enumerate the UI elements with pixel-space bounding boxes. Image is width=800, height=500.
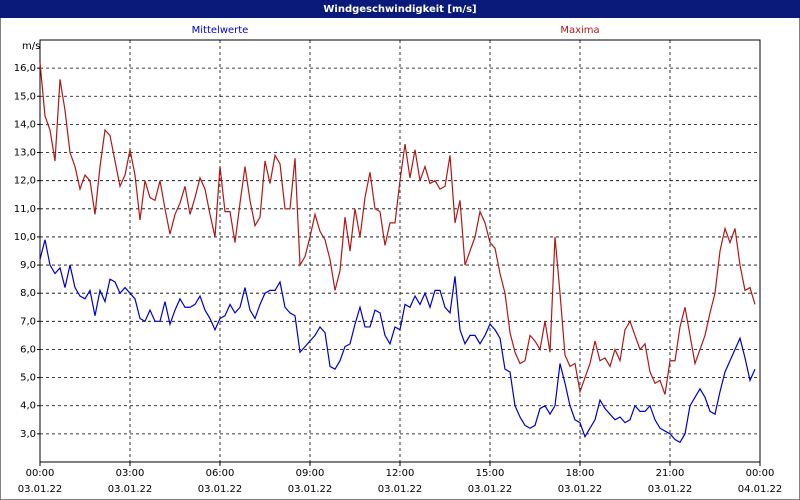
y-tick-label: 9,0 [20,260,36,271]
x-tick-label: 18:00 [566,468,595,479]
x-tick-date: 03.01.22 [18,484,63,495]
x-tick-date: 04.01.22 [738,484,783,495]
x-tick-date: 03.01.22 [648,484,693,495]
x-tick-label: 12:00 [386,468,415,479]
x-tick-label: 09:00 [296,468,325,479]
x-tick-label: 03:00 [116,468,145,479]
y-tick-label: 11,0 [14,204,36,215]
x-tick-label: 00:00 [26,468,55,479]
x-tick-label: 15:00 [476,468,505,479]
x-tick-label: 06:00 [206,468,235,479]
y-tick-label: 5,0 [20,373,36,384]
y-tick-label: 12,0 [14,176,36,187]
x-tick-date: 03.01.22 [558,484,603,495]
legend-entry: Mittelwerte [192,25,249,36]
chart-title: Windgeschwindigkeit [m/s] [323,4,476,15]
y-tick-label: 8,0 [20,288,36,299]
x-tick-label: 21:00 [656,468,685,479]
y-tick-label: 10,0 [14,232,36,243]
line-series [39,62,756,395]
x-tick-date: 03.01.22 [288,484,333,495]
x-tick-date: 03.01.22 [108,484,153,495]
line-series [39,239,756,444]
y-tick-label: 4,0 [20,401,36,412]
title-bar [0,0,800,18]
y-tick-label: 13,0 [14,148,36,159]
y-tick-label: 7,0 [20,316,36,327]
y-tick-label: 14,0 [14,119,36,130]
legend-entry: Maxima [560,25,599,36]
x-tick-date: 03.01.22 [198,484,243,495]
x-tick-date: 03.01.22 [468,484,513,495]
x-tick-label: 00:00 [746,468,775,479]
x-tick-date: 03.01.22 [378,484,423,495]
y-tick-label: 16,0 [14,63,36,74]
y-tick-label: 3,0 [20,429,36,440]
y-tick-label: 6,0 [20,344,36,355]
y-tick-label: 15,0 [14,91,36,102]
y-axis-label: m/s [22,41,40,52]
